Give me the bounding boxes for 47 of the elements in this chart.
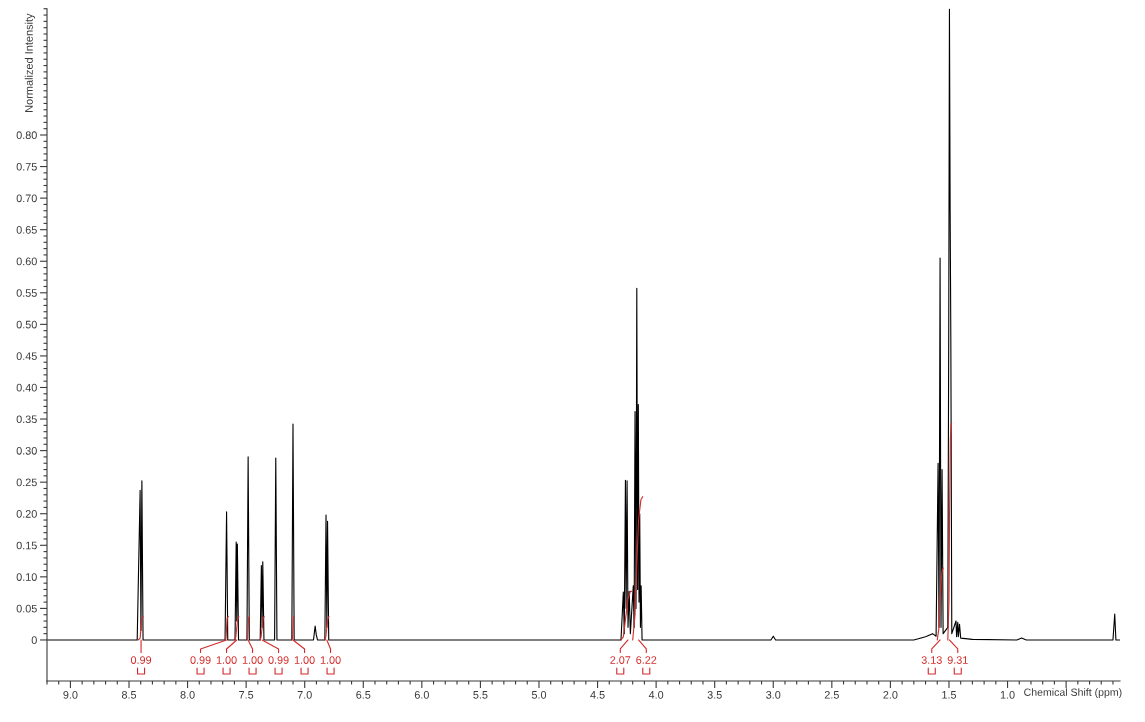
y-tick-label: 0.50: [16, 320, 37, 329]
x-tick-label: 2.0: [883, 691, 898, 699]
y-tick-label: 0.05: [16, 604, 37, 613]
x-axis-title: Chemical Shift (ppm): [1024, 688, 1122, 699]
x-tick-label: 8.5: [121, 691, 137, 699]
x-tick-label: 7.5: [239, 691, 254, 699]
x-tick-label: 8.0: [180, 691, 195, 699]
y-tick-label: 0.35: [16, 415, 37, 424]
y-tick-label: 0.75: [16, 162, 37, 171]
x-tick-label: 5.5: [473, 691, 488, 699]
y-axis-title: Normalized Intensity: [24, 13, 35, 112]
annotation: 2.07: [610, 656, 631, 664]
y-tick-label: 0.15: [16, 541, 37, 550]
x-tick-label: 3.0: [766, 691, 781, 699]
y-tick-label: 0.40: [16, 383, 37, 392]
x-tick-label: 4.5: [590, 691, 605, 699]
x-tick-label: 6.5: [356, 691, 371, 699]
annotation: 0.99: [190, 656, 211, 664]
annotation: 1.00: [242, 656, 263, 664]
x-tick-label: 2.5: [824, 691, 839, 699]
y-tick-label: 0.70: [16, 194, 37, 203]
y-tick-label: 0: [31, 636, 37, 644]
y-tick-label: 0.80: [16, 131, 37, 140]
y-tick-label: 0.25: [16, 478, 37, 487]
y-tick-label: 0.10: [16, 573, 37, 581]
y-tick-label: 0.65: [16, 226, 37, 234]
annotation: 0.99: [130, 656, 152, 664]
annotation: 9.31: [947, 656, 968, 664]
y-tick-label: 0.55: [16, 289, 37, 297]
annotation: 3.13: [921, 656, 942, 664]
x-tick-label: 5.0: [531, 691, 547, 699]
x-tick-label: 7.0: [297, 691, 312, 699]
y-tick-label: 0.60: [16, 257, 37, 266]
x-tick-label: 9.0: [63, 691, 78, 699]
y-tick-label: 0.20: [16, 510, 37, 518]
y-tick-label: 0.45: [16, 352, 37, 360]
annotation: 0.99: [268, 656, 289, 664]
x-tick-label: 3.5: [707, 691, 722, 699]
x-tick-label: 1.5: [942, 691, 957, 699]
x-tick-label: 1.0: [1000, 691, 1015, 699]
annotation: 1.00: [294, 656, 315, 664]
annotation: 1.00: [320, 656, 341, 664]
y-tick-label: 0.30: [16, 446, 37, 455]
annotation: 1.00: [216, 656, 237, 664]
x-tick-label: 4.0: [648, 691, 664, 699]
x-tick-label: 6.0: [414, 691, 429, 699]
annotation: 6.22: [636, 656, 657, 664]
